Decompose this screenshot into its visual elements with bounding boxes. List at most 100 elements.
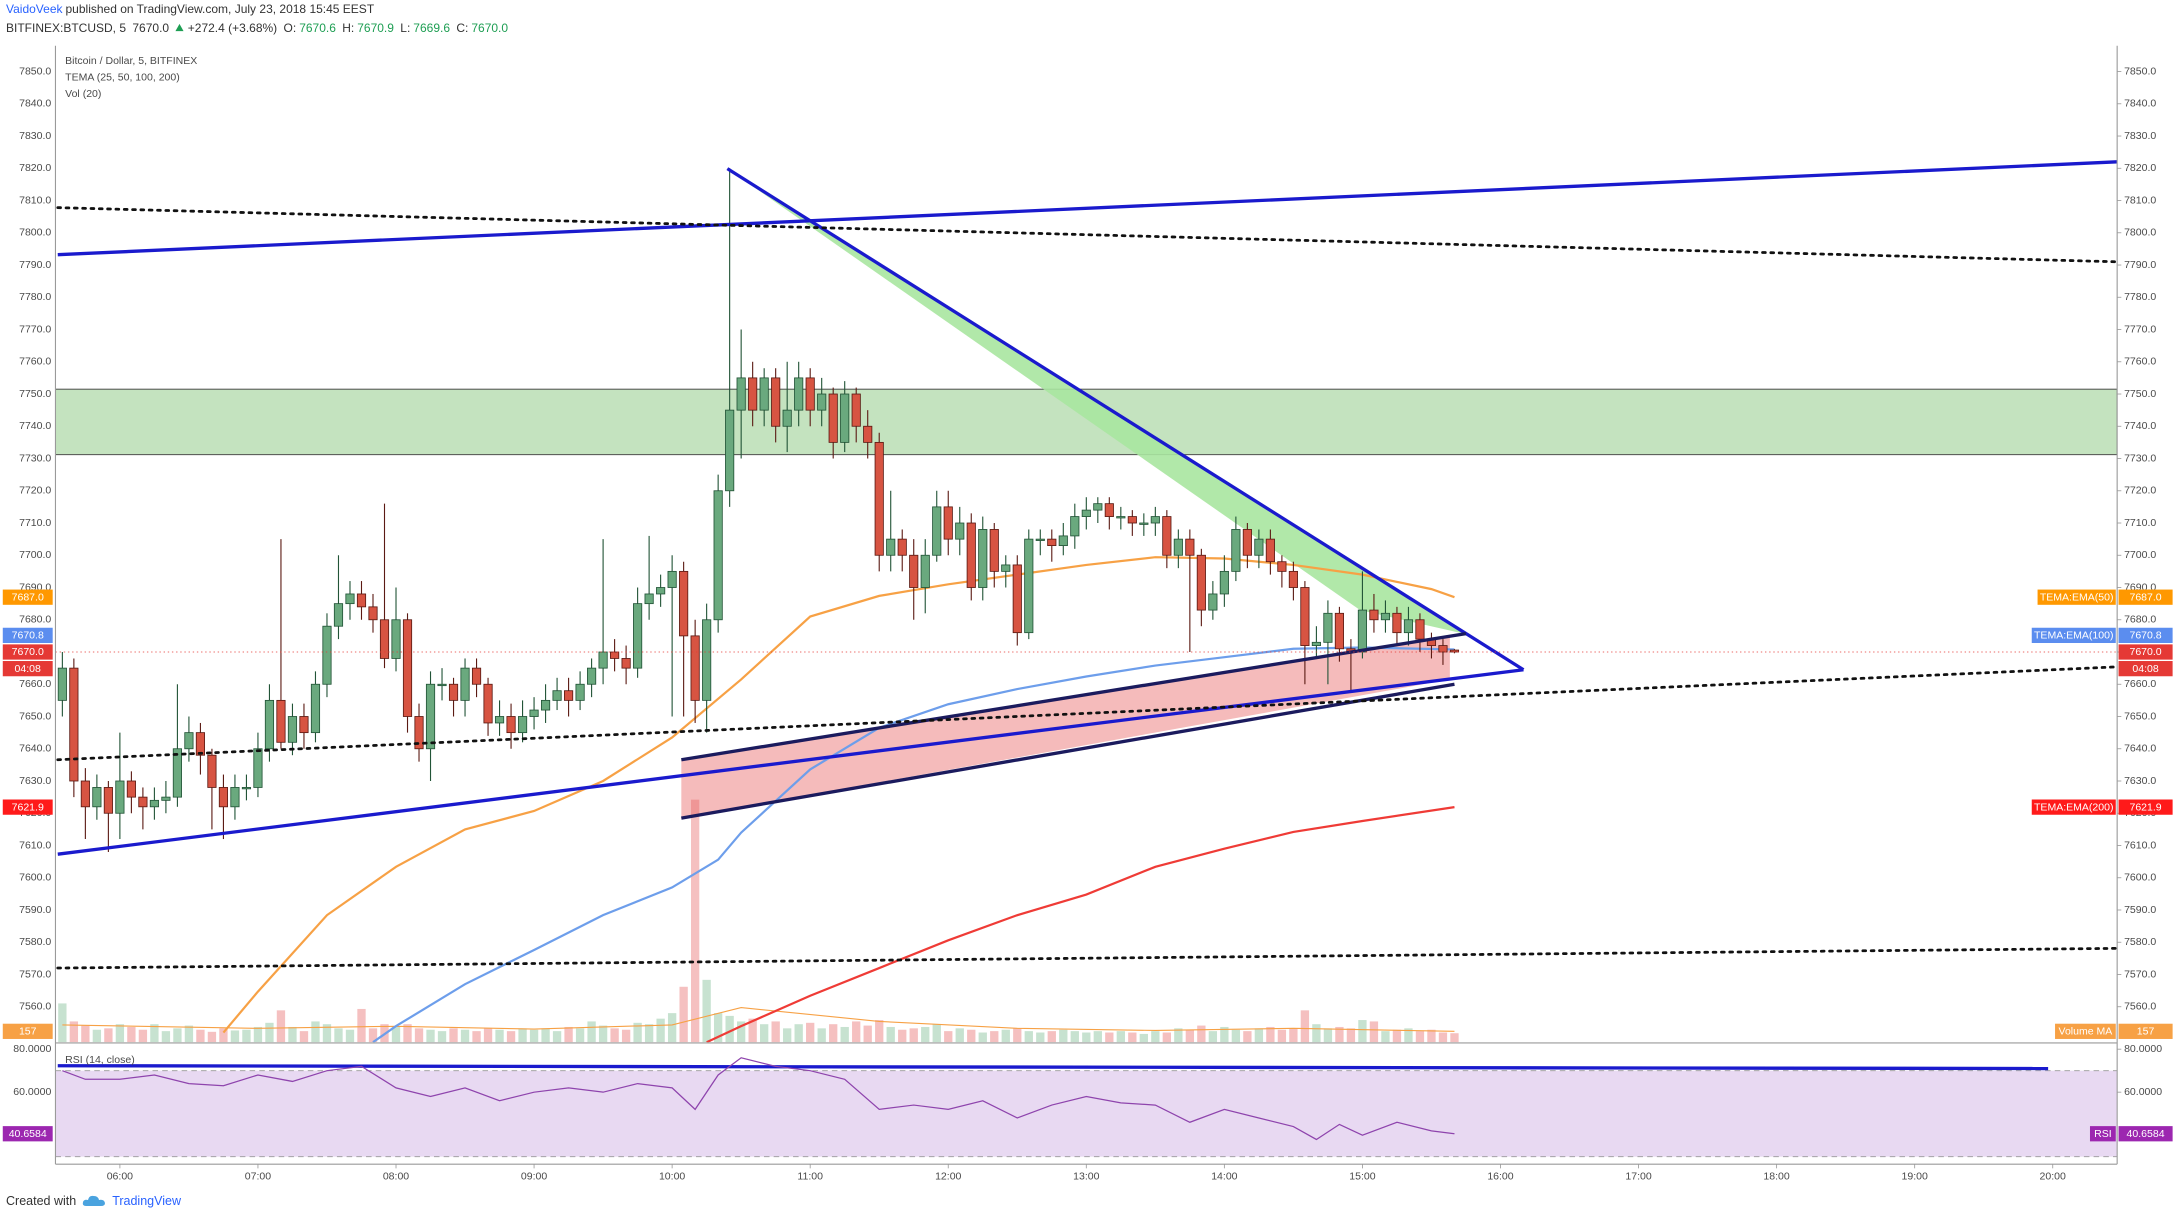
volume-bar xyxy=(1220,1026,1229,1043)
volume-bar xyxy=(1427,1029,1436,1043)
candle-body xyxy=(540,699,551,711)
ema-value-tag-left: 7670.8 xyxy=(12,630,44,642)
volume-bar xyxy=(1335,1026,1344,1043)
last-price-tag-left-box xyxy=(2,644,53,660)
volume-bar xyxy=(1266,1026,1275,1043)
y-tick-label-right: 7780.0 xyxy=(2124,291,2156,303)
volume-bar xyxy=(345,1029,355,1043)
ohlc-high-key: H: xyxy=(342,21,355,35)
volume-bar xyxy=(932,1024,941,1043)
volume-bar xyxy=(1139,1033,1148,1043)
candle-body xyxy=(1047,538,1057,547)
trend-line xyxy=(726,167,1525,672)
volume-bar xyxy=(679,986,688,1043)
volume-bar xyxy=(1300,1010,1310,1043)
ema-value-tag-left-box xyxy=(2,799,53,815)
candle-body xyxy=(886,538,896,556)
candle-body xyxy=(863,425,873,443)
candle-body xyxy=(172,748,182,798)
brand[interactable]: TradingView xyxy=(112,1194,181,1208)
x-tick-label: 11:00 xyxy=(797,1170,823,1182)
candle-body xyxy=(920,554,930,588)
volume-bar xyxy=(852,1021,861,1043)
y-tick-label-right: 7690.0 xyxy=(2124,581,2156,593)
symbol: BITFINEX:BTCUSD, 5 xyxy=(6,21,127,35)
y-tick-label-right: 7590.0 xyxy=(2124,904,2156,916)
candle-body xyxy=(1380,612,1391,621)
author[interactable]: VaidoVeek xyxy=(6,2,63,16)
volume-ma-tag-left-box xyxy=(2,1023,53,1039)
volume-ma-name-tag-box xyxy=(2055,1023,2116,1039)
volume-bar xyxy=(1323,1028,1333,1043)
logo[interactable] xyxy=(82,1194,106,1208)
trend-line xyxy=(681,631,1467,762)
price-tags: TEMA:EMA(50) 7687.0 7687.0 TEMA:EMA(100) 767… xyxy=(2,589,2173,1142)
y-tick-label-left: 7820.0 xyxy=(19,162,51,174)
volume-bar xyxy=(1105,1032,1114,1043)
volume-bar xyxy=(495,1029,504,1043)
candle-body xyxy=(587,667,597,685)
ema-value-tag-box xyxy=(2118,589,2173,605)
ema-line xyxy=(706,806,1455,1043)
volume-bar xyxy=(541,1028,550,1043)
volume-bar xyxy=(736,1021,746,1043)
volume-bar xyxy=(702,979,711,1043)
volume-bar xyxy=(115,1024,125,1043)
rsi-name-tag-box xyxy=(2089,1126,2116,1142)
legend-volume: Vol (20) xyxy=(65,88,101,100)
volume-bar xyxy=(817,1028,826,1043)
candle-body xyxy=(1288,570,1298,588)
y-tick-label-right: 7840.0 xyxy=(2124,98,2156,110)
volume-bar xyxy=(334,1028,343,1043)
volume-bar xyxy=(184,1025,194,1043)
y-tick-label-right: 7610.0 xyxy=(2124,839,2156,851)
candle-body xyxy=(103,787,113,814)
volume-bar xyxy=(783,1028,792,1043)
rsi-tick-label-left: 60.0000 xyxy=(13,1086,51,1098)
x-tick-label: 07:00 xyxy=(245,1170,271,1182)
candle-body xyxy=(1104,503,1114,517)
ema-name-tag-box xyxy=(2031,627,2116,643)
volume-bar xyxy=(1415,1031,1425,1043)
candle-body xyxy=(1185,538,1195,556)
candle-body xyxy=(425,683,436,750)
x-tick-label: 15:00 xyxy=(1349,1170,1375,1182)
change: +272.4 (+3.68%) xyxy=(187,21,278,35)
candle-body xyxy=(1265,538,1275,563)
candle-body xyxy=(1369,609,1379,621)
y-tick-label-right: 7720.0 xyxy=(2124,485,2156,497)
candle-body xyxy=(759,377,769,411)
candles xyxy=(57,168,1460,852)
rsi-tick-label-right: 60.0000 xyxy=(2124,1086,2162,1098)
candle-body xyxy=(333,603,344,627)
y-tick-label-left: 7590.0 xyxy=(19,904,51,916)
candle-body xyxy=(1219,570,1229,595)
volume-bar xyxy=(633,1022,642,1043)
candle-body xyxy=(310,683,321,734)
volume-bar xyxy=(656,1018,665,1043)
volume-bar xyxy=(207,1031,217,1043)
y-tick-label-right: 7810.0 xyxy=(2124,194,2156,206)
candle-body xyxy=(299,716,309,734)
volume-bar xyxy=(104,1028,113,1043)
header-line-1: VaidoVeek published on TradingView.com, J… xyxy=(6,2,377,16)
volume-bar xyxy=(863,1025,872,1043)
ohlc-close-key: C: xyxy=(456,21,469,35)
candle-body xyxy=(1012,564,1022,634)
y-tick-label-left: 7850.0 xyxy=(19,65,51,77)
volume-bar xyxy=(506,1031,516,1043)
candle-body xyxy=(1127,516,1137,524)
candle-body xyxy=(621,658,631,669)
volume-bar xyxy=(1254,1028,1264,1043)
ema-value-tag-left: 7621.9 xyxy=(12,801,44,813)
candle-body xyxy=(529,709,539,717)
volume-bar xyxy=(426,1029,435,1043)
candle-body xyxy=(287,716,298,743)
y-tick-label-right: 7790.0 xyxy=(2124,259,2156,271)
rsi-title: RSI (14, close) xyxy=(65,1054,135,1066)
volume-bar xyxy=(806,1022,815,1043)
ema-value-tag-left: 7687.0 xyxy=(12,591,44,603)
rsi-name-tag: RSI xyxy=(2094,1128,2112,1140)
volume-bar xyxy=(1231,1029,1241,1043)
